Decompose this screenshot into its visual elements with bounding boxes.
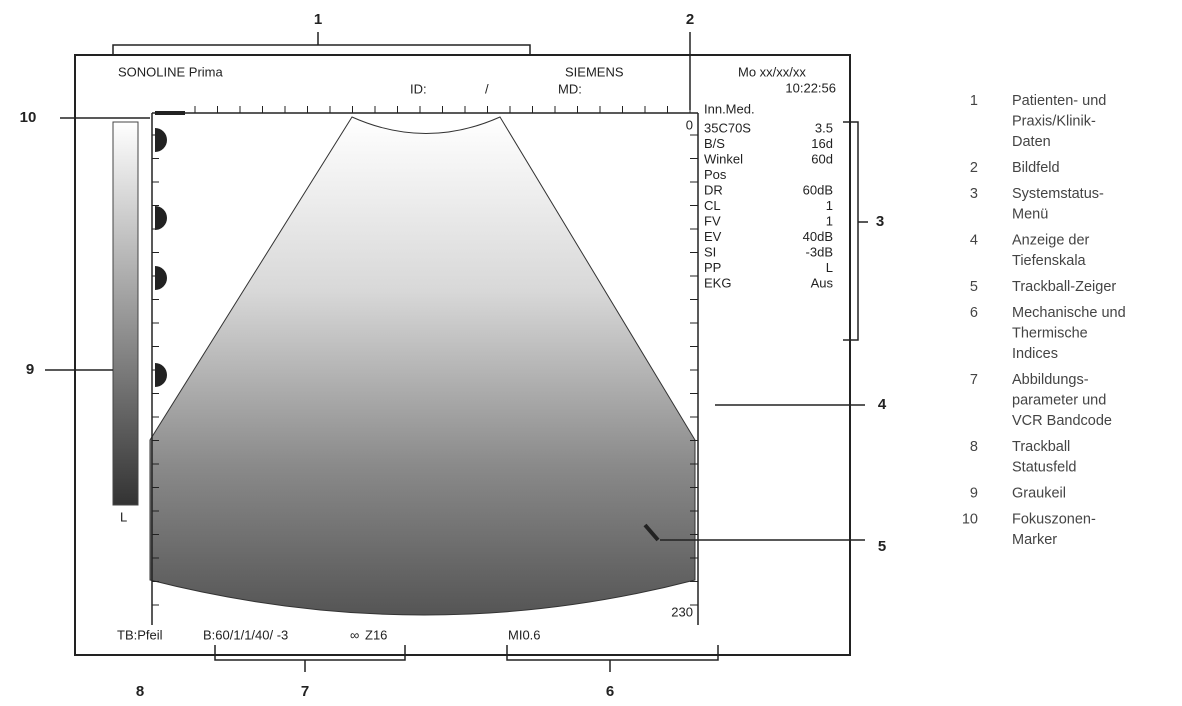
vcr-icon: ∞: [350, 627, 359, 642]
param-label: SI: [704, 244, 716, 259]
callout-number: 5: [878, 538, 886, 555]
legend-text: Graukeil: [1012, 485, 1066, 501]
legend-text: Menü: [1012, 206, 1048, 222]
focus-marker: [155, 266, 167, 290]
sector-image: [150, 117, 695, 615]
param-label: 35C70S: [704, 120, 751, 135]
gray-label: L: [120, 509, 127, 524]
param-value: 3.5: [815, 120, 833, 135]
param-value: Aus: [811, 275, 834, 290]
gray-wedge: [113, 122, 138, 505]
legend-text: parameter und: [1012, 392, 1106, 408]
callout-number: 9: [26, 361, 34, 378]
legend-number: 9: [970, 485, 978, 501]
callout-number: 10: [20, 109, 37, 126]
param-label: EKG: [704, 275, 731, 290]
param-label: PP: [704, 260, 721, 275]
legend-text: Praxis/Klinik-: [1012, 113, 1096, 129]
callout-number: 4: [878, 396, 887, 413]
legend-number: 8: [970, 439, 978, 455]
legend-number: 1: [970, 93, 978, 109]
status-imaging: B:60/1/1/40/ -3: [203, 627, 288, 642]
param-value: 16d: [811, 136, 833, 151]
legend-text: Patienten- und: [1012, 93, 1106, 109]
param-label: Winkel: [704, 151, 743, 166]
callout-number: 2: [686, 11, 694, 28]
param-label: FV: [704, 213, 721, 228]
legend-text: Mechanische und: [1012, 305, 1126, 321]
param-value: 60dB: [803, 182, 833, 197]
legend-number: 4: [970, 232, 978, 248]
legend-text: Systemstatus-: [1012, 186, 1104, 202]
legend-text: Trackball: [1012, 439, 1070, 455]
legend-text: Thermische: [1012, 325, 1088, 341]
time: 10:22:56: [785, 80, 836, 95]
legend-number: 10: [962, 511, 978, 527]
preset: Inn.Med.: [704, 101, 755, 116]
legend-text: VCR Bandcode: [1012, 413, 1112, 429]
param-value: 1: [826, 213, 833, 228]
legend-text: Bildfeld: [1012, 160, 1060, 176]
legend-number: 2: [970, 160, 978, 176]
date: Mo xx/xx/xx: [738, 64, 806, 79]
depth-bottom: 230: [671, 604, 693, 619]
legend-text: Statusfeld: [1012, 459, 1077, 475]
callout-number: 7: [301, 683, 309, 700]
param-label: B/S: [704, 136, 725, 151]
legend-number: 3: [970, 186, 978, 202]
legend-text: Marker: [1012, 532, 1057, 548]
legend-text: Indices: [1012, 346, 1058, 362]
focus-marker: [155, 363, 167, 387]
md-label: MD:: [558, 81, 582, 96]
id-separator: /: [485, 81, 489, 96]
brand: SIEMENS: [565, 64, 624, 79]
legend-text: Trackball-Zeiger: [1012, 279, 1116, 295]
callout-number: 8: [136, 683, 144, 700]
param-label: DR: [704, 182, 723, 197]
legend-text: Daten: [1012, 134, 1051, 150]
param-value: -3dB: [806, 244, 833, 259]
id-label: ID:: [410, 81, 427, 96]
callout-number: 1: [314, 11, 322, 28]
depth-top: 0: [686, 117, 693, 132]
diagram: SONOLINE Prima SIEMENS Mo xx/xx/xx10:22:56…: [0, 0, 1182, 706]
param-value: L: [826, 260, 833, 275]
status-vcr: Z16: [365, 627, 387, 642]
title: SONOLINE Prima: [118, 64, 224, 79]
callout-number: 3: [876, 213, 884, 230]
param-label: EV: [704, 229, 722, 244]
legend-text: Fokuszonen-: [1012, 511, 1096, 527]
legend-number: 6: [970, 305, 978, 321]
legend-text: Abbildungs-: [1012, 372, 1089, 388]
legend-text: Tiefenskala: [1012, 253, 1087, 269]
param-value: 1: [826, 198, 833, 213]
focus-marker: [155, 128, 167, 152]
status-trackball: TB:Pfeil: [117, 627, 163, 642]
param-value: 60d: [811, 151, 833, 166]
focus-marker: [155, 206, 167, 230]
param-label: CL: [704, 198, 721, 213]
status-index: MI0.6: [508, 627, 541, 642]
legend-number: 7: [970, 372, 978, 388]
callout-number: 6: [606, 683, 614, 700]
param-label: Pos: [704, 167, 727, 182]
legend-text: Anzeige der: [1012, 232, 1090, 248]
param-value: 40dB: [803, 229, 833, 244]
legend-number: 5: [970, 279, 978, 295]
